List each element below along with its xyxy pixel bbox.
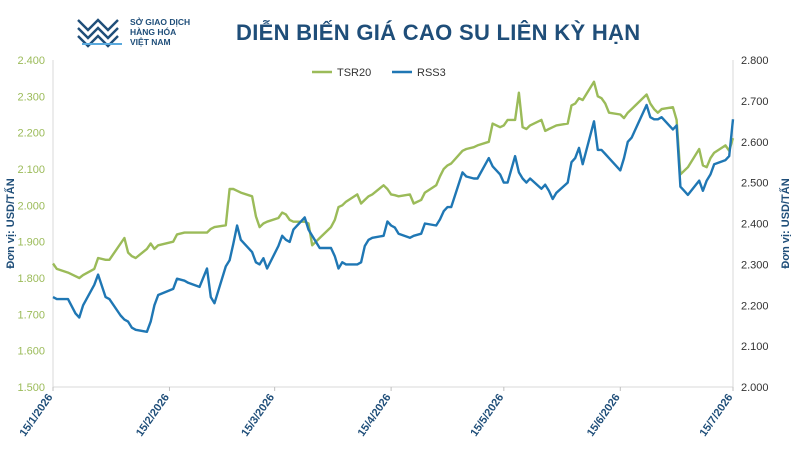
y-left-tick-label: 1.500 (17, 382, 45, 394)
y-right-tick-label: 2.200 (741, 300, 769, 312)
series-line-tsr20 (52, 80, 735, 280)
y-right-tick-label: 2.000 (741, 382, 769, 394)
y-left-tick-label: 2.000 (17, 200, 45, 212)
x-tick-label: 15/2/2026 (134, 392, 172, 439)
y-right-tick-label: 2.100 (741, 341, 769, 353)
y-left-tick-label: 1.800 (17, 273, 45, 285)
chart-title: DIỄN BIẾN GIÁ CAO SU LIÊN KỲ HẠN (236, 20, 641, 45)
x-tick-label: 15/7/2026 (698, 392, 736, 439)
logo-line-1: SỞ GIAO DỊCH (130, 17, 191, 27)
y-axis-left-title: Đơn vị: USD/TẤN (4, 178, 17, 268)
y-right-tick-label: 2.300 (741, 259, 769, 271)
series-line-rss3 (52, 103, 735, 333)
legend-label: TSR20 (337, 67, 371, 79)
y-right-tick-label: 2.700 (741, 96, 769, 108)
y-right-tick-label: 2.400 (741, 219, 769, 231)
logo-line-3: VIỆT NAM (130, 37, 171, 47)
exchange-logo: SỞ GIAO DỊCH HÀNG HÓA VIỆT NAM (74, 12, 234, 54)
y-left-tick-label: 1.900 (17, 237, 45, 249)
logo-mark-icon (77, 18, 122, 48)
y-left-tick-label: 1.700 (17, 309, 45, 321)
y-right-tick-label: 2.500 (741, 178, 769, 190)
x-tick-label: 15/4/2026 (356, 392, 394, 439)
y-left-tick-label: 1.600 (17, 346, 45, 358)
y-right-tick-label: 2.600 (741, 137, 769, 149)
y-left-tick-label: 2.400 (17, 55, 45, 67)
x-tick-label: 15/3/2026 (239, 392, 277, 439)
y-axis-right-title: Đơn vị: USD/TẤN (779, 178, 792, 268)
legend-label: RSS3 (417, 67, 446, 79)
x-tick-label: 15/1/2026 (18, 392, 56, 439)
x-tick-label: 15/6/2026 (585, 392, 623, 439)
logo-line-2: HÀNG HÓA (130, 27, 177, 37)
x-tick-label: 15/5/2026 (468, 392, 506, 439)
y-left-tick-label: 2.200 (17, 128, 45, 140)
y-right-tick-label: 2.800 (741, 55, 769, 67)
y-left-tick-label: 2.100 (17, 164, 45, 176)
y-left-tick-label: 2.300 (17, 91, 45, 103)
